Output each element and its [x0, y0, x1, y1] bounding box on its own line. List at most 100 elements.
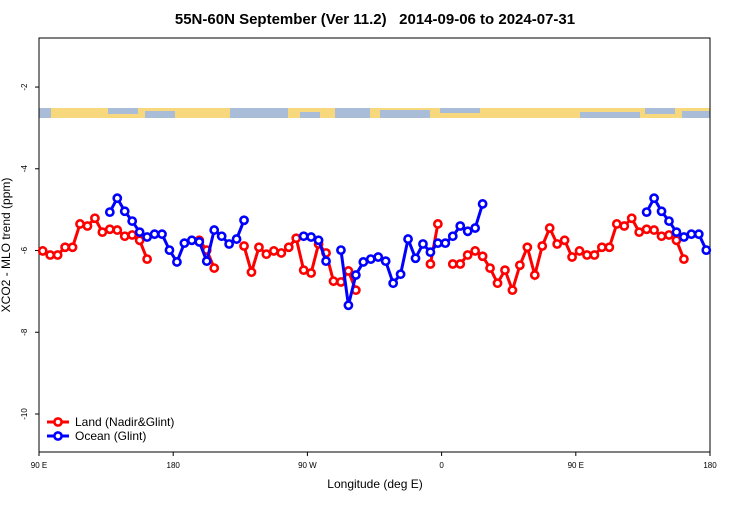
data-point [432, 219, 443, 229]
data-point [701, 245, 712, 256]
x-tick-label: 90 W [298, 461, 317, 470]
data-point [179, 238, 190, 249]
data-point [276, 248, 287, 258]
data-point [283, 242, 294, 253]
data-point [477, 199, 488, 209]
strip-ocean [145, 111, 175, 118]
data-point [664, 216, 674, 226]
data-point [626, 213, 637, 224]
strip-ocean [380, 110, 430, 118]
data-point [537, 241, 548, 251]
data-point [209, 225, 220, 235]
data-point [641, 224, 652, 235]
data-point [634, 227, 645, 238]
data-point [380, 256, 391, 267]
y-tick-label: -2 [20, 83, 29, 91]
data-point [671, 235, 682, 246]
data-point [373, 252, 384, 262]
data-point [582, 250, 592, 260]
data-point [350, 270, 361, 280]
y-tick-label: -10 [20, 408, 29, 420]
legend-marker [53, 417, 63, 427]
legend-marker [53, 431, 63, 441]
strip-ocean [335, 108, 370, 118]
data-point [559, 235, 570, 246]
x-tick-label: 180 [167, 461, 181, 470]
data-point [52, 250, 63, 260]
data-point [410, 253, 421, 264]
data-point [679, 232, 689, 242]
data-point [418, 239, 428, 249]
data-point [656, 231, 667, 242]
data-point [134, 227, 145, 238]
data-point [514, 260, 525, 271]
data-point [388, 278, 399, 289]
data-point [82, 221, 93, 231]
data-point [455, 221, 466, 231]
data-point [261, 249, 272, 260]
data-point [567, 252, 577, 262]
x-tick-label: 180 [703, 461, 717, 470]
strip-ocean [230, 108, 288, 118]
data-point [104, 224, 115, 235]
data-point [164, 245, 175, 256]
data-point [485, 263, 495, 273]
data-point [343, 300, 354, 311]
data-point [209, 263, 220, 273]
data-point [619, 221, 630, 231]
data-point [119, 206, 130, 217]
data-point [112, 225, 123, 235]
data-point [604, 242, 615, 253]
strip-ocean [440, 108, 480, 113]
data-point [112, 193, 123, 204]
data-point [664, 230, 674, 240]
data-point [500, 265, 510, 276]
strip-ocean [39, 108, 51, 118]
data-point [649, 193, 659, 204]
data-point [254, 242, 264, 253]
data-point [172, 257, 182, 267]
data-point [328, 276, 339, 287]
data-point [447, 259, 458, 269]
x-tick-label: 90 E [568, 461, 584, 470]
data-point [470, 223, 481, 233]
data-point [119, 231, 130, 242]
data-point [313, 235, 324, 246]
y-tick-label: -6 [20, 246, 29, 254]
data-point [298, 265, 309, 276]
data-point [611, 219, 622, 229]
data-point [440, 238, 451, 249]
strip-land [39, 108, 710, 118]
data-point [492, 278, 503, 289]
data-point [224, 239, 235, 249]
data-point [37, 246, 48, 256]
data-point [596, 242, 607, 253]
data-point [149, 229, 160, 240]
data-point [589, 250, 600, 260]
x-tick-label: 0 [439, 461, 444, 470]
data-point [462, 250, 473, 260]
y-tick-label: -8 [20, 328, 29, 336]
x-tick-label: 90 E [31, 461, 47, 470]
data-point [395, 269, 406, 280]
data-point [60, 242, 70, 253]
data-point [142, 232, 153, 242]
data-point [432, 238, 443, 249]
data-point [142, 254, 153, 264]
data-point [246, 267, 257, 278]
data-point [97, 227, 108, 238]
data-point [425, 259, 436, 269]
data-point [194, 237, 205, 247]
data-point [477, 251, 488, 262]
data-point [291, 233, 302, 244]
data-point [343, 266, 354, 276]
data-point [216, 231, 227, 242]
data-point [686, 229, 697, 240]
data-point [67, 242, 78, 253]
data-point [239, 241, 249, 251]
data-point [45, 250, 56, 260]
data-point [552, 239, 563, 249]
